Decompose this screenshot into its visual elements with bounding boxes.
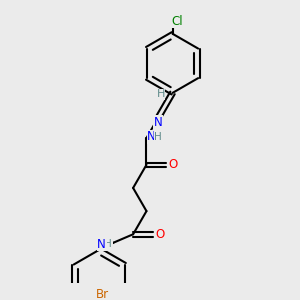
Text: O: O [169, 158, 178, 171]
Text: N: N [97, 238, 106, 250]
Text: H: H [154, 132, 162, 142]
Text: Cl: Cl [172, 15, 183, 28]
Text: N: N [154, 116, 163, 129]
Text: Br: Br [96, 288, 109, 300]
Text: H: H [104, 239, 112, 249]
Text: H: H [157, 89, 165, 99]
Text: N: N [147, 130, 156, 143]
Text: O: O [155, 228, 164, 241]
